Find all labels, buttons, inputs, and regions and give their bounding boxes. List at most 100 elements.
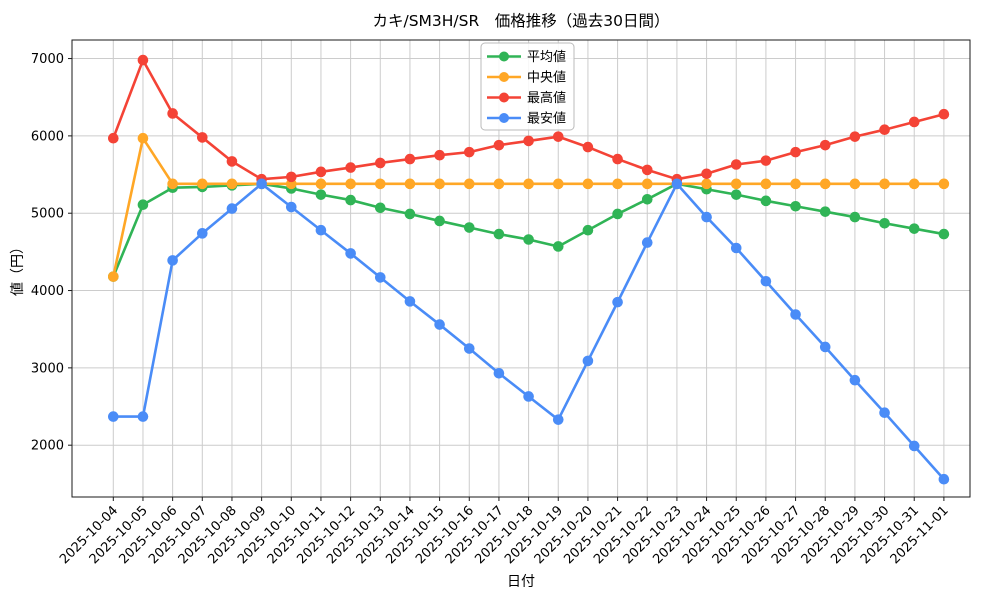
y-tick-label: 4000 <box>31 284 64 299</box>
series-point-min <box>938 473 950 485</box>
series-point-max <box>552 131 564 142</box>
series-point-max <box>226 156 238 167</box>
series-point-median <box>730 178 742 190</box>
series-point-max <box>523 135 534 147</box>
series-point-average <box>730 189 742 200</box>
plot-border <box>71 39 971 498</box>
y-tick-label: 5000 <box>31 207 64 222</box>
series-point-min <box>523 391 534 402</box>
series-point-average <box>552 241 564 252</box>
series-point-average <box>641 193 653 205</box>
series-point-average <box>374 202 386 214</box>
series-point-average <box>819 206 831 217</box>
series-point-min <box>819 341 831 353</box>
series-point-average <box>315 189 327 200</box>
series-point-max <box>701 168 712 180</box>
series-point-average <box>790 200 801 212</box>
legend-marker <box>499 72 509 82</box>
series-point-average <box>137 199 149 211</box>
series-point-median <box>938 178 950 190</box>
legend-item-median: 中央値 <box>487 70 566 86</box>
series-point-average <box>938 228 950 240</box>
series-point-min <box>463 343 475 354</box>
legend-item-average: 平均値 <box>487 49 566 65</box>
series-point-min <box>108 411 119 422</box>
series-point-min <box>434 319 445 330</box>
series-point-max <box>612 153 623 165</box>
series-point-max <box>730 159 742 170</box>
series-point-average <box>582 224 594 236</box>
series-point-average <box>879 217 890 229</box>
y-tick-label: 6000 <box>31 129 64 144</box>
series-point-min <box>671 178 683 190</box>
legend-label: 平均値 <box>527 49 566 65</box>
legend-label: 最高値 <box>527 90 566 106</box>
series-point-median <box>315 178 327 190</box>
series-point-median <box>760 178 772 190</box>
series-point-average <box>849 211 861 223</box>
series-point-max <box>108 132 119 144</box>
x-axis-label: 日付 <box>507 574 535 590</box>
series-point-max <box>285 171 297 183</box>
series-point-median <box>908 178 920 190</box>
series-point-median <box>167 178 178 190</box>
series-point-average <box>760 195 772 207</box>
series-point-min <box>849 374 861 386</box>
series-point-min <box>879 407 890 419</box>
series-point-max <box>938 108 950 120</box>
series-point-max <box>196 132 208 143</box>
series-point-median <box>582 178 594 190</box>
series-point-average <box>345 194 356 206</box>
series-point-median <box>612 178 623 190</box>
series-point-max <box>315 166 327 178</box>
legend-box <box>480 42 575 131</box>
legend-label: 最安値 <box>527 111 566 127</box>
series-point-max <box>641 164 653 176</box>
series-point-max <box>582 141 594 153</box>
series-point-max <box>404 153 416 165</box>
series-point-min <box>285 201 297 213</box>
legend-marker <box>499 51 509 62</box>
series-point-median <box>819 178 831 190</box>
legend-item-max: 最高値 <box>487 90 566 106</box>
legend-marker <box>499 92 509 103</box>
series-point-min <box>612 296 623 308</box>
series-point-max <box>819 139 831 151</box>
series-point-min <box>582 355 594 367</box>
series-point-median <box>137 132 149 144</box>
series-point-median <box>879 178 890 190</box>
series-point-max <box>790 146 801 158</box>
series-point-min <box>552 414 564 425</box>
y-axis-label: 値（円） <box>10 240 26 296</box>
series-point-median <box>790 178 801 190</box>
series-point-median <box>463 178 475 190</box>
series-point-median <box>493 178 505 190</box>
series-group <box>108 54 950 485</box>
series-point-max <box>493 139 505 151</box>
series-point-min <box>701 211 712 223</box>
series-point-min <box>908 440 920 452</box>
series-point-median <box>552 178 564 190</box>
series-point-median <box>434 178 445 190</box>
series-point-min <box>256 178 267 190</box>
series-point-max <box>345 162 356 173</box>
legend-label: 中央値 <box>527 70 566 86</box>
series-point-min <box>137 411 149 422</box>
series-point-median <box>196 178 208 190</box>
series-point-min <box>167 255 178 266</box>
series-point-median <box>345 178 356 190</box>
series-point-average <box>908 223 920 234</box>
series-point-max <box>879 124 890 135</box>
series-point-median <box>226 178 238 190</box>
series-point-median <box>108 271 119 282</box>
grid-lines <box>72 40 970 497</box>
series-point-median <box>374 178 386 190</box>
series-point-average <box>404 208 416 220</box>
series-point-average <box>612 208 623 220</box>
series-point-min <box>315 224 327 236</box>
series-point-median <box>641 178 653 190</box>
series-point-average <box>523 234 534 245</box>
series-point-median <box>523 178 534 190</box>
